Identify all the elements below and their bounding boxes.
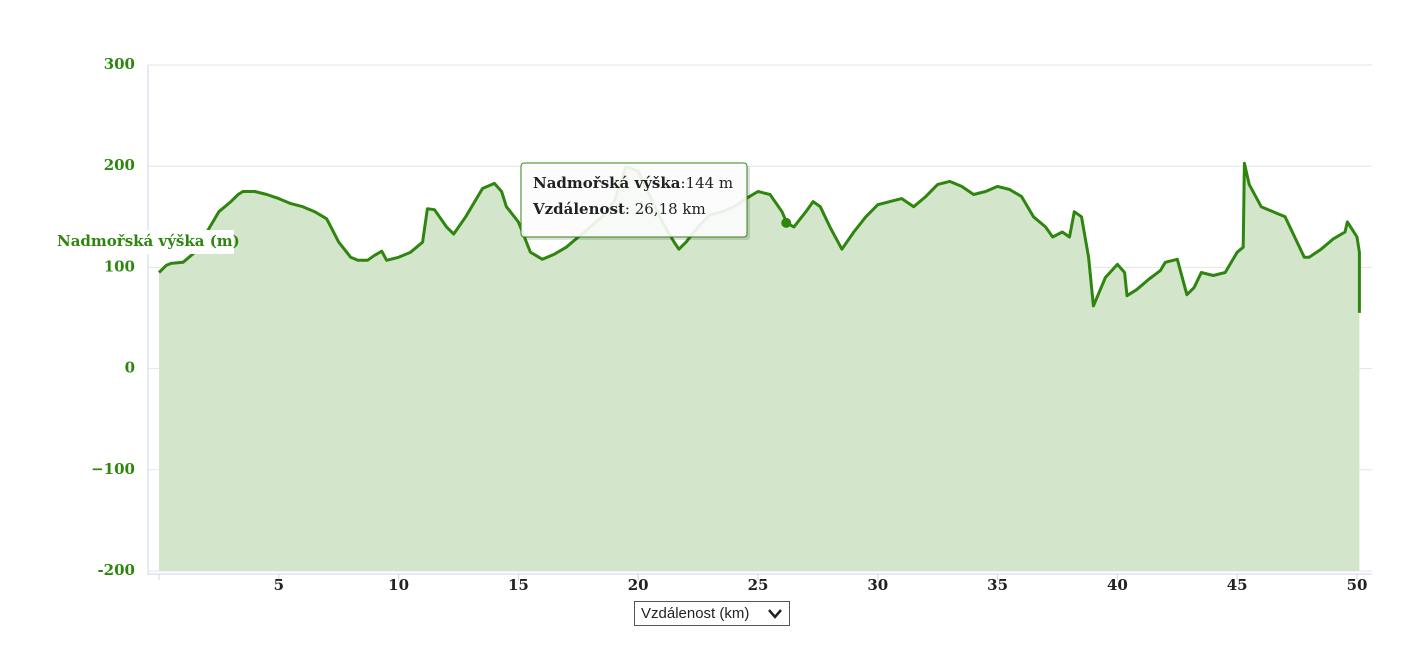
x-tick-label: 5 [274,576,284,594]
x-tick-label: 35 [987,576,1008,594]
y-tick-label: 300 [104,55,135,73]
tooltip-name: Nadmořská výška [533,174,681,192]
x-tick-label: 10 [388,576,409,594]
x-tick-label: 30 [867,576,888,594]
x-tick-label: 20 [628,576,649,594]
x-tick-label: 50 [1347,576,1368,594]
tooltip-row: Vzdálenost: 26,18 km [532,200,706,218]
y-axis-label: Nadmořská výška (m) [57,232,240,250]
tooltip-box [520,162,748,238]
y-tick-label: -200 [97,561,135,579]
x-axis-selector[interactable]: Vzdálenost (km) [634,601,790,626]
tooltip-row: Nadmořská výška:144 m [533,174,733,192]
tooltip-value: : 26,18 km [625,200,706,218]
x-tick-label: 45 [1227,576,1248,594]
tooltip-point [781,217,792,228]
y-tick-label: 100 [104,257,135,275]
x-tick-label: 15 [508,576,529,594]
y-label-bg [55,230,234,254]
selector-label[interactable]: Vzdálenost (km) [641,605,750,622]
dropdown-arrow[interactable] [767,607,783,621]
elevation-area [159,163,1360,571]
y-tick-label: 0 [125,359,135,377]
x-tick-label: 40 [1107,576,1128,594]
tooltip-name: Vzdálenost [532,200,625,218]
tooltip-value: :144 m [680,174,733,192]
y-tick-label: 200 [104,156,135,174]
x-tick-label: 25 [748,576,769,594]
y-tick-label: −100 [91,460,135,478]
